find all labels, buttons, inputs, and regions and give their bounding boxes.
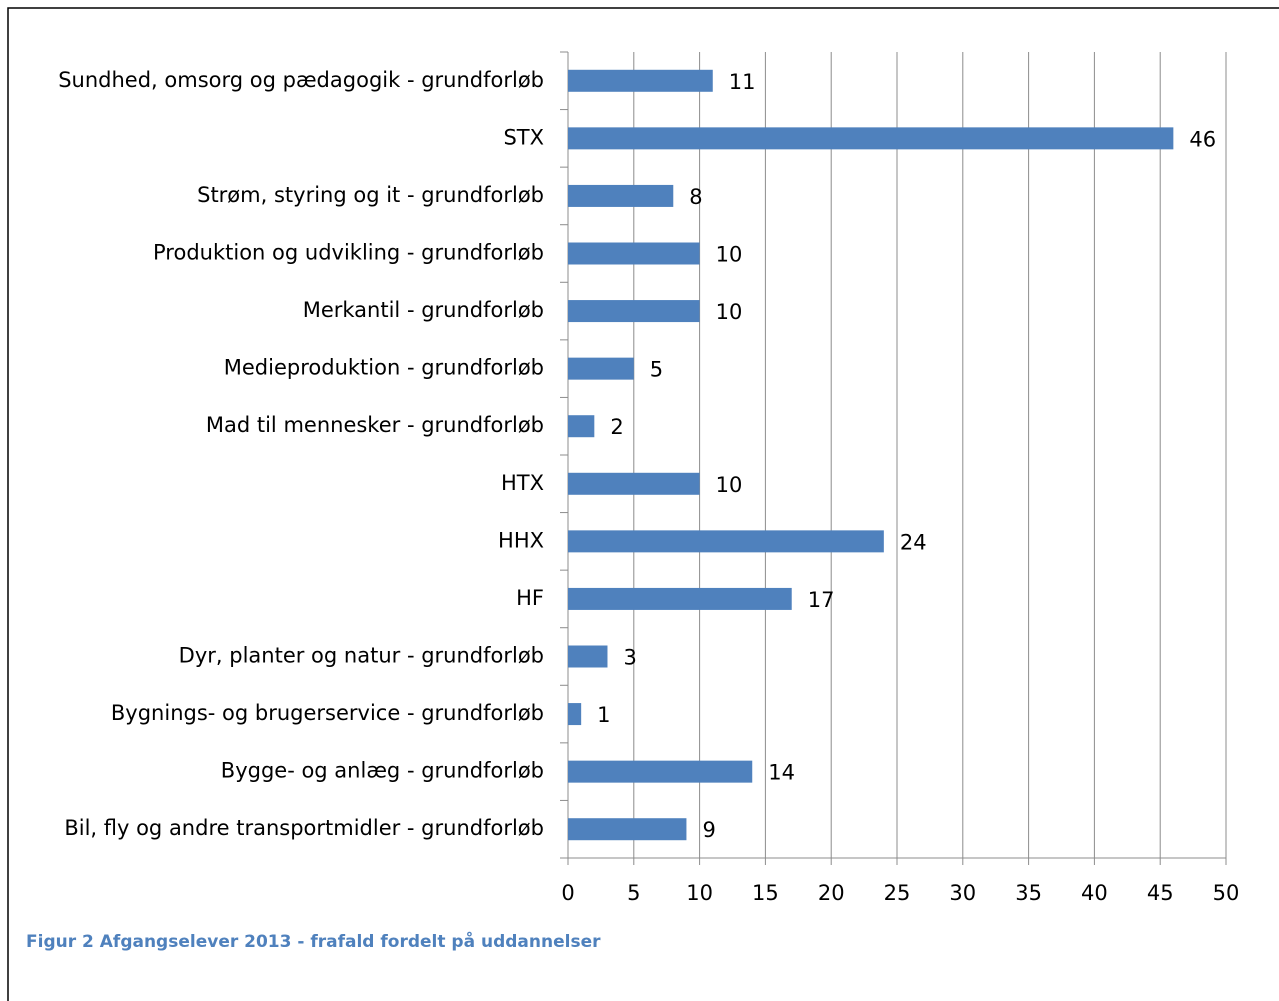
caption: Figur 2 Afgangselever 2013 - frafald for… [26,930,601,952]
x-tick-label: 40 [1081,881,1108,905]
y-tick-label: Dyr, planter og natur - grundforløb [179,644,544,668]
bar [568,587,792,610]
data-label: 11 [729,70,756,94]
data-label: 46 [1189,127,1216,151]
y-tick-label: STX [503,125,544,149]
x-tick-label: 20 [818,881,845,905]
y-tick-label: HTX [501,471,544,495]
x-tick-label: 5 [627,881,640,905]
y-tick-label: Sundhed, omsorg og pædagogik - grundforl… [58,68,544,92]
y-tick-label: Strøm, styring og it - grundforløb [197,183,544,207]
x-tick-label: 50 [1213,881,1240,905]
bar [568,300,700,323]
x-tick-label: 0 [561,881,574,905]
data-label: 10 [716,300,743,324]
y-tick-label: Medieproduktion - grundforløb [224,356,544,380]
data-label: 14 [768,761,795,785]
data-label: 2 [610,415,623,439]
bar [568,69,713,92]
x-tick-label: 25 [884,881,911,905]
data-label: 1 [597,703,610,727]
data-label: 3 [623,646,636,670]
y-tick-label: Bygge- og anlæg - grundforløb [221,759,544,783]
data-label: 5 [650,358,663,382]
bar [568,184,674,207]
y-tick-label: HHX [498,528,544,552]
bar [568,818,687,841]
y-tick-label: Mad til mennesker - grundforløb [206,413,544,437]
x-tick-label: 10 [686,881,713,905]
bar [568,357,634,380]
x-tick-label: 15 [752,881,779,905]
data-label: 10 [716,473,743,497]
y-tick-label: Merkantil - grundforløb [303,298,544,322]
y-tick-label: Bil, fly og andre transportmidler - grun… [64,816,544,840]
frame [7,7,1279,1001]
bar [568,127,1174,150]
data-label: 17 [808,588,835,612]
bar [568,760,753,783]
data-label: 9 [702,818,715,842]
bar [568,472,700,495]
y-tick-label: HF [516,586,544,610]
y-tick-label: Produktion og udvikling - grundforløb [153,241,544,265]
data-label: 10 [716,243,743,267]
bar [568,645,608,668]
data-label: 24 [900,530,927,554]
bar [568,242,700,265]
x-tick-label: 45 [1147,881,1174,905]
bar [568,415,595,438]
x-tick-label: 35 [1015,881,1042,905]
data-label: 8 [689,185,702,209]
x-tick-label: 30 [949,881,976,905]
bar [568,703,582,726]
y-tick-label: Bygnings- og brugerservice - grundforløb [111,701,544,725]
bar [568,530,884,553]
